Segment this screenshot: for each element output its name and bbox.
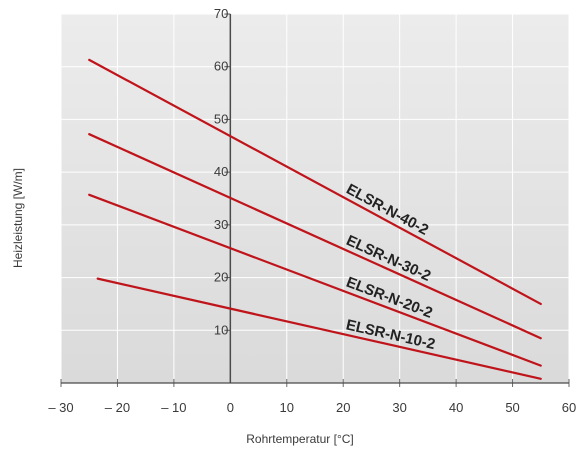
x-tick-label: 40 [449,400,463,415]
series-line [96,277,542,380]
x-tick-label: 10 [280,400,294,415]
series-line [88,58,542,306]
series-line [88,133,542,340]
x-tick-label: 50 [505,400,519,415]
x-tick-label: – 10 [161,400,186,415]
x-tick-label: – 20 [105,400,130,415]
grid [60,13,570,383]
y-axis-title: Heizleistung [W/m] [11,168,25,268]
x-tick-label: 20 [336,400,350,415]
x-tick-label: 0 [227,400,234,415]
y-tick-label: 70 [214,6,228,21]
x-tick-labels: – 30 – 20 – 10 0 10 20 30 40 50 60 [48,400,576,415]
x-tick-label: 30 [392,400,406,415]
plot-background [61,14,569,383]
y-tick-label: 30 [214,217,228,232]
x-tick-label: – 30 [48,400,73,415]
y-tick-label: 20 [214,270,228,285]
series-line [88,193,542,367]
y-tick-label: 60 [214,59,228,74]
x-tick-label: 60 [562,400,576,415]
x-axis-title: Rohrtemperatur [°C] [246,432,354,446]
series-lines [88,58,542,380]
y-tick-label: 40 [214,164,228,179]
y-tick-label: 50 [214,111,228,126]
y-tick-labels: 10 20 30 40 50 60 70 [214,6,228,337]
y-tick-label: 10 [214,322,228,337]
